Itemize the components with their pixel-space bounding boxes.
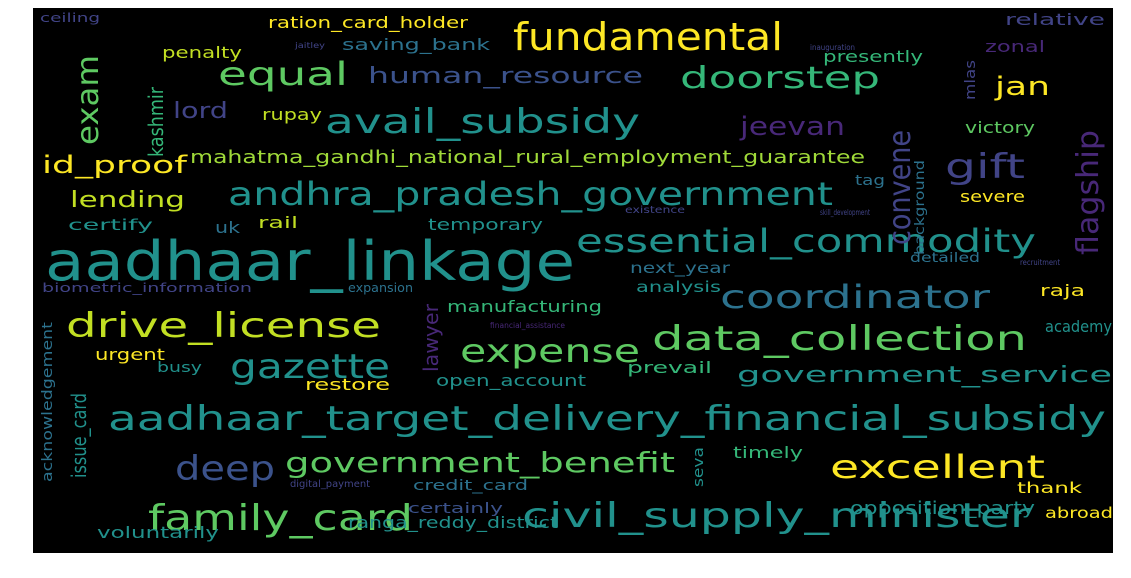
cloud-word: certainly	[408, 501, 503, 517]
cloud-word: financial_assistance	[490, 321, 565, 330]
cloud-word: severe	[960, 187, 1025, 206]
cloud-word: saving_bank	[342, 35, 491, 55]
cloud-word: tag	[855, 173, 885, 189]
cloud-word: jan	[994, 72, 1050, 102]
cloud-word: fundamental	[513, 15, 783, 59]
cloud-word: equal	[218, 55, 348, 93]
cloud-word: drive_license	[66, 306, 381, 346]
cloud-word: doorstep	[680, 61, 880, 96]
cloud-word: aadhaar_target_delivery_financial_subsid…	[108, 399, 1106, 439]
cloud-word: mahatma_gandhi_national_rural_employment…	[190, 147, 865, 168]
cloud-word: biometric_information	[42, 281, 252, 295]
cloud-word: busy	[157, 360, 202, 376]
cloud-word: civil_supply_minister	[522, 496, 1030, 536]
cloud-word: exam	[71, 55, 106, 145]
cloud-background	[33, 8, 1113, 553]
cloud-word: issue_card	[67, 393, 91, 478]
cloud-word: rail	[258, 213, 298, 232]
cloud-word: lawyer	[419, 303, 443, 372]
cloud-word: zonal	[985, 37, 1045, 56]
cloud-word: skill_development	[820, 208, 870, 217]
cloud-word: penalty	[162, 43, 242, 62]
cloud-word: flagship	[1071, 130, 1106, 255]
cloud-word: prevail	[627, 358, 712, 377]
cloud-word: raja	[1040, 281, 1085, 300]
cloud-word: ranga_reddy_district	[348, 513, 558, 533]
cloud-word: ceiling	[40, 11, 100, 25]
cloud-word: detailed	[910, 251, 980, 266]
cloud-word: presently	[823, 47, 923, 66]
cloud-word: lending	[70, 188, 185, 213]
cloud-word: background	[913, 160, 928, 255]
cloud-word: relative	[1005, 10, 1105, 29]
cloud-word: thank	[1017, 479, 1082, 497]
cloud-word: convene	[883, 130, 918, 245]
cloud-word: digital_payment	[290, 479, 370, 490]
cloud-word: coordinator	[720, 278, 991, 316]
cloud-word: victory	[965, 118, 1035, 137]
cloud-word: mlas	[963, 60, 979, 100]
cloud-word: jeevan	[739, 112, 845, 142]
cloud-word: expansion	[348, 281, 413, 295]
cloud-word: inauguration	[810, 43, 855, 52]
cloud-word: manufacturing	[447, 297, 602, 316]
cloud-word: aadhaar_linkage	[45, 230, 575, 293]
cloud-word: deep	[175, 449, 275, 489]
cloud-word: ration_card_holder	[268, 13, 469, 33]
cloud-word: gazette	[230, 347, 390, 387]
cloud-word: open_account	[436, 371, 586, 391]
cloud-word: gift	[945, 147, 1025, 187]
cloud-word: credit_card	[413, 478, 528, 494]
cloud-word: uk	[215, 218, 241, 237]
cloud-word: id_proof	[42, 151, 188, 179]
cloud-word: temporary	[428, 215, 543, 234]
cloud-word: analysis	[636, 278, 721, 296]
cloud-word: lord	[173, 99, 228, 124]
cloud-word: timely	[733, 443, 803, 462]
cloud-word: rupay	[262, 105, 322, 124]
cloud-word: kashmir	[144, 86, 168, 157]
cloud-word: restore	[305, 375, 390, 394]
cloud-word: essential_commodity	[576, 222, 1036, 260]
cloud-word: abroad	[1045, 504, 1113, 522]
cloud-word: academy	[1045, 317, 1112, 336]
cloud-word: government_service	[737, 363, 1112, 388]
cloud-word: seva	[691, 447, 707, 487]
cloud-word: government_benefit	[285, 446, 675, 479]
cloud-word: voluntarily	[97, 523, 219, 542]
cloud-word: andhra_pradesh_government	[228, 175, 833, 213]
cloud-word: human_resource	[368, 64, 643, 89]
cloud-word: excellent	[830, 448, 1045, 486]
cloud-word: opposition_party	[850, 498, 1035, 519]
cloud-word: next_year	[630, 259, 731, 278]
cloud-word: acknowledgement	[40, 321, 56, 482]
cloud-word: recruitment	[1020, 258, 1060, 267]
cloud-word: urgent	[95, 345, 165, 364]
cloud-word: data_collection	[652, 319, 1027, 359]
cloud-word: existence	[625, 205, 685, 216]
cloud-word: avail_subsidy	[325, 102, 640, 142]
cloud-word: family_card	[148, 498, 413, 539]
cloud-word: jaitley	[294, 41, 326, 50]
cloud-word: certify	[68, 216, 153, 234]
cloud-word: expense	[460, 332, 640, 370]
